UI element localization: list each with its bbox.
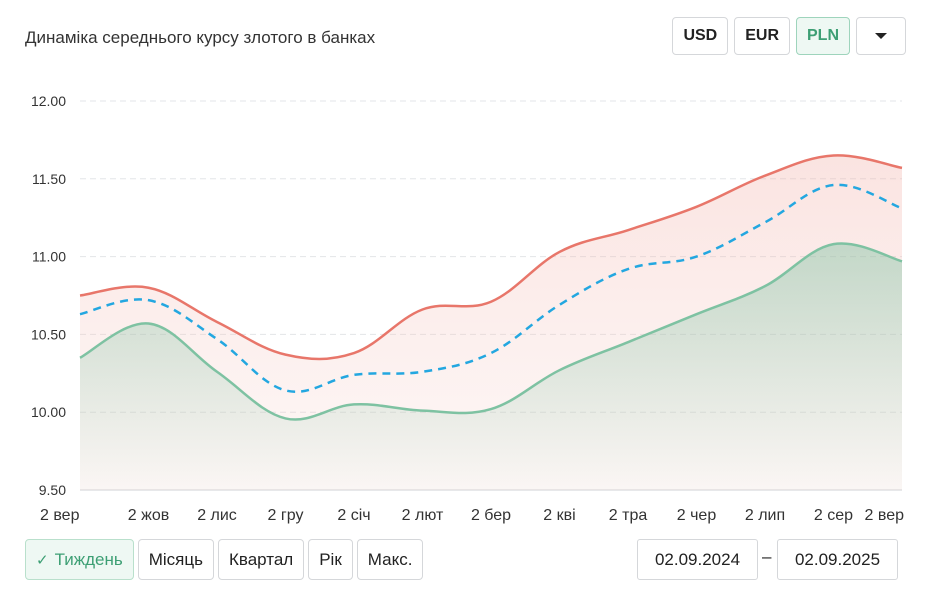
data-point [557, 368, 562, 373]
x-tick-label: 2 лис [197, 507, 237, 524]
data-point [900, 165, 905, 170]
data-point [900, 206, 905, 211]
x-tick-label: 2 чер [677, 507, 717, 524]
data-point [831, 183, 836, 188]
currency-dropdown-button[interactable] [856, 17, 906, 55]
data-point [352, 402, 357, 407]
caret-down-icon [875, 33, 887, 39]
data-point [489, 351, 494, 356]
data-point [78, 355, 83, 360]
data-point [283, 388, 288, 393]
x-tick-label: 2 вер [40, 507, 80, 524]
period-week-button[interactable]: ✓ Тиждень [25, 539, 134, 580]
data-point [831, 242, 836, 247]
x-tick-label: 2 кві [543, 507, 575, 524]
check-icon: ✓ [36, 551, 49, 569]
period-week-label: Тиждень [54, 549, 123, 569]
y-tick-label: 9.50 [39, 482, 66, 498]
y-tick-label: 11.50 [32, 171, 66, 187]
currency-usd-button[interactable]: USD [672, 17, 729, 55]
data-point [694, 254, 699, 259]
data-point [557, 249, 562, 254]
x-tick-label: 2 бер [471, 507, 511, 524]
data-point [283, 416, 288, 421]
data-point [900, 259, 905, 264]
x-tick-label: 2 вер [865, 507, 905, 524]
currency-switcher: USD EUR PLN [672, 17, 906, 55]
period-max-button[interactable]: Макс. [356, 539, 424, 580]
currency-pln-button[interactable]: PLN [796, 17, 850, 55]
data-point [283, 352, 288, 357]
data-point [215, 369, 220, 374]
data-point [352, 351, 357, 356]
y-tick-label: 10.50 [31, 326, 66, 342]
data-point [763, 173, 768, 178]
data-point [352, 372, 357, 377]
data-point [489, 407, 494, 412]
data-point [694, 312, 699, 317]
date-to-field[interactable]: 02.09.2025 [777, 539, 898, 580]
x-tick-label: 2 жов [128, 507, 169, 524]
data-point [78, 312, 83, 317]
data-point [831, 153, 836, 158]
data-point [146, 321, 151, 326]
period-quarter-button[interactable]: Квартал [217, 539, 305, 580]
data-point [626, 340, 631, 345]
data-point [420, 369, 425, 374]
y-tick-label: 10.00 [31, 404, 66, 420]
x-tick-label: 2 тра [609, 507, 648, 524]
currency-eur-button[interactable]: EUR [734, 17, 790, 55]
data-point [557, 302, 562, 307]
x-tick-label: 2 лют [402, 507, 444, 524]
data-point [78, 293, 83, 298]
x-tick-label: 2 сер [814, 507, 853, 524]
x-tick-label: 2 гру [268, 507, 304, 524]
period-month-button[interactable]: Місяць [137, 539, 214, 580]
x-tick-label: 2 лип [745, 507, 785, 524]
y-tick-label: 11.00 [32, 249, 66, 265]
data-point [489, 299, 494, 304]
data-point [420, 307, 425, 312]
period-selector: ✓ Тиждень Місяць Квартал Рік Макс. [25, 539, 424, 580]
y-tick-label: 12.00 [31, 93, 66, 109]
data-point [763, 220, 768, 225]
data-point [146, 285, 151, 290]
data-point [146, 298, 151, 303]
data-point [420, 408, 425, 413]
period-year-button[interactable]: Рік [308, 539, 353, 580]
chart-title: Динаміка середнього курсу злотого в банк… [25, 28, 376, 47]
series-line-high [79, 154, 903, 361]
data-point [763, 284, 768, 289]
data-point [626, 228, 631, 233]
data-point [215, 319, 220, 324]
data-point [694, 204, 699, 209]
data-point [215, 337, 220, 342]
date-range-separator: – [762, 547, 772, 566]
rate-chart: 12.00 11.50 11.00 10.50 10.00 9.50 2 вер 2 жов… [31, 93, 905, 524]
x-tick-label: 2 січ [337, 507, 370, 524]
date-from-field[interactable]: 02.09.2024 [637, 539, 758, 580]
series-line-low [79, 242, 903, 421]
data-point [626, 267, 631, 272]
lower-area-fill [80, 243, 902, 490]
